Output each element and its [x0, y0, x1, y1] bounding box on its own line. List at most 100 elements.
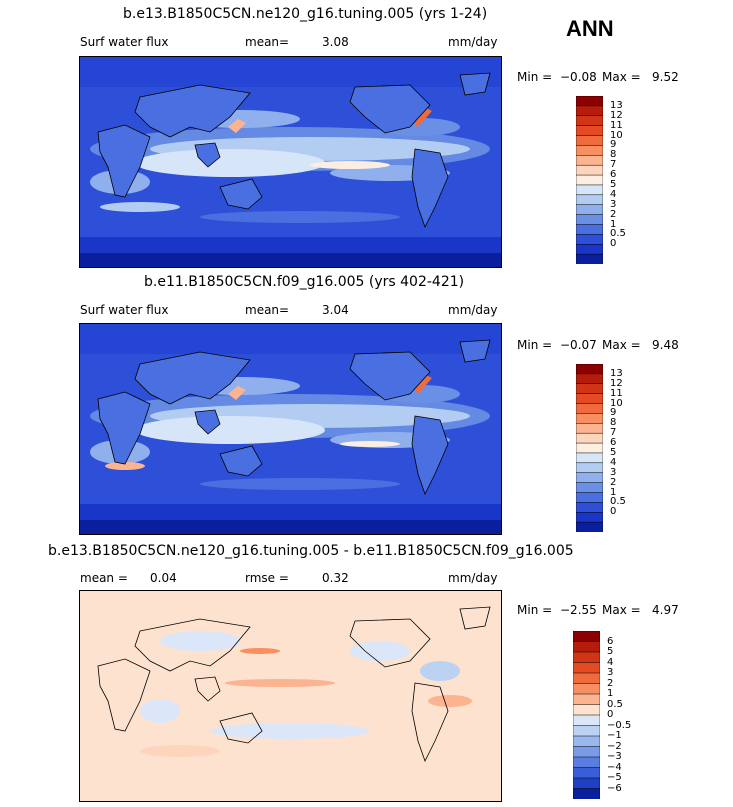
colorbar-swatch [576, 96, 603, 107]
colorbar-tick-label: 8 [610, 417, 617, 429]
panel1-title: b.e13.B1850C5CN.ne120_g16.tuning.005 (yr… [123, 6, 488, 22]
colorbar-swatch [573, 683, 600, 695]
colorbar-tick-label: −3 [607, 751, 622, 762]
panel3-mean-label: mean = [80, 571, 128, 585]
colorbar-tick-label: 8 [610, 149, 617, 161]
colorbar-swatch [573, 788, 600, 799]
colorbar-tick-label: 0 [607, 709, 614, 720]
colorbar-swatch [573, 693, 600, 706]
colorbar-swatch [576, 472, 603, 484]
colorbar-swatch [576, 105, 603, 117]
colorbar-tick-label: 12 [610, 377, 623, 389]
colorbar-tick-label: 0 [610, 506, 617, 518]
colorbar-tick-label: 9 [610, 139, 617, 151]
colorbar-tick-label: 5 [610, 178, 617, 190]
colorbar-tick-label: 9 [610, 407, 617, 419]
colorbar-tick-label: 2 [607, 677, 614, 689]
panel3-min-value: −2.55 [560, 603, 597, 617]
colorbar-swatch [576, 492, 603, 504]
colorbar-swatch [576, 224, 603, 236]
colorbar-swatch [576, 502, 603, 513]
colorbar-tick-label: 13 [610, 99, 623, 111]
colorbar-tick-label: −1 [607, 730, 622, 741]
colorbar-swatch [576, 511, 603, 523]
panel2-map [79, 323, 502, 535]
colorbar-swatch [573, 777, 600, 790]
season-label: ANN [566, 16, 614, 41]
panel3-mean-value: 0.04 [150, 571, 177, 585]
colorbar-swatch [573, 746, 600, 758]
panel1-colorbar [576, 96, 603, 264]
colorbar-tick-label: 1 [610, 486, 617, 498]
colorbar-swatch [573, 704, 600, 716]
colorbar-swatch [573, 767, 600, 779]
colorbar-tick-label: 5 [610, 446, 617, 458]
colorbar-tick-label: −0.5 [607, 719, 632, 731]
colorbar-swatch [576, 364, 603, 375]
panel2-max-label: Max = [602, 338, 641, 352]
colorbar-tick-label: 0 [610, 238, 617, 250]
colorbar-swatch [576, 214, 603, 226]
panel3-max-value: 4.97 [652, 603, 679, 617]
colorbar-tick-label: −2 [607, 740, 622, 752]
panel2-map-field [80, 324, 501, 534]
colorbar-swatch [576, 482, 603, 494]
colorbar-swatch [573, 735, 600, 748]
colorbar-swatch [576, 174, 603, 186]
colorbar-tick-label: 3 [607, 667, 614, 678]
colorbar-tick-label: 7 [610, 427, 617, 439]
colorbar-swatch [573, 651, 600, 664]
colorbar-tick-label: −6 [607, 782, 622, 794]
colorbar-tick-label: 10 [610, 397, 623, 409]
panel1-mean-value: 3.08 [322, 35, 349, 49]
colorbar-swatch [576, 234, 603, 245]
panel2-colorbar-swatches [576, 364, 603, 532]
colorbar-tick-label: 6 [607, 635, 614, 647]
colorbar-swatch [576, 393, 603, 405]
colorbar-swatch [573, 714, 600, 727]
colorbar-swatch [576, 194, 603, 206]
panel3-map [79, 590, 502, 802]
panel1-map [79, 56, 502, 268]
colorbar-tick-label: 11 [610, 387, 623, 399]
colorbar-swatch [576, 423, 603, 434]
colorbar-tick-label: 0.5 [607, 698, 623, 710]
colorbar-swatch [576, 184, 603, 196]
colorbar-tick-label: −5 [607, 772, 622, 783]
colorbar-swatch [576, 432, 603, 444]
panel3-units: mm/day [448, 571, 498, 585]
colorbar-swatch [573, 725, 600, 737]
panel3-max-label: Max = [602, 603, 641, 617]
colorbar-swatch [576, 115, 603, 127]
panel3-title: b.e13.B1850C5CN.ne120_g16.tuning.005 - b… [48, 543, 574, 559]
panel1-map-field [80, 57, 501, 267]
colorbar-swatch [576, 413, 603, 425]
colorbar-swatch [576, 204, 603, 216]
panel2-min-value: −0.07 [560, 338, 597, 352]
colorbar-swatch [576, 164, 603, 176]
panel1-min-label: Min = [517, 70, 553, 84]
panel1-variable-label: Surf water flux [80, 35, 169, 49]
panel1-min-value: −0.08 [560, 70, 597, 84]
colorbar-tick-label: 2 [610, 208, 617, 220]
colorbar-tick-label: 6 [610, 437, 617, 449]
colorbar-swatch [576, 383, 603, 395]
colorbar-tick-label: 6 [610, 169, 617, 181]
panel2-max-value: 9.48 [652, 338, 679, 352]
colorbar-swatch [576, 253, 603, 264]
panel2-units: mm/day [448, 303, 498, 317]
panel1-max-label: Max = [602, 70, 641, 84]
colorbar-swatch [573, 631, 600, 643]
colorbar-tick-label: −4 [607, 761, 622, 773]
panel1-units: mm/day [448, 35, 498, 49]
colorbar-tick-label: 1 [610, 218, 617, 230]
colorbar-tick-label: 3 [610, 466, 617, 478]
colorbar-swatch [576, 442, 603, 454]
colorbar-tick-label: 4 [610, 456, 617, 468]
panel1-max-value: 9.52 [652, 70, 679, 84]
panel3-rmse-label: rmse = [245, 571, 289, 585]
colorbar-swatch [573, 672, 600, 685]
colorbar-swatch [573, 662, 600, 674]
colorbar-swatch [576, 125, 603, 137]
colorbar-swatch [576, 403, 603, 415]
